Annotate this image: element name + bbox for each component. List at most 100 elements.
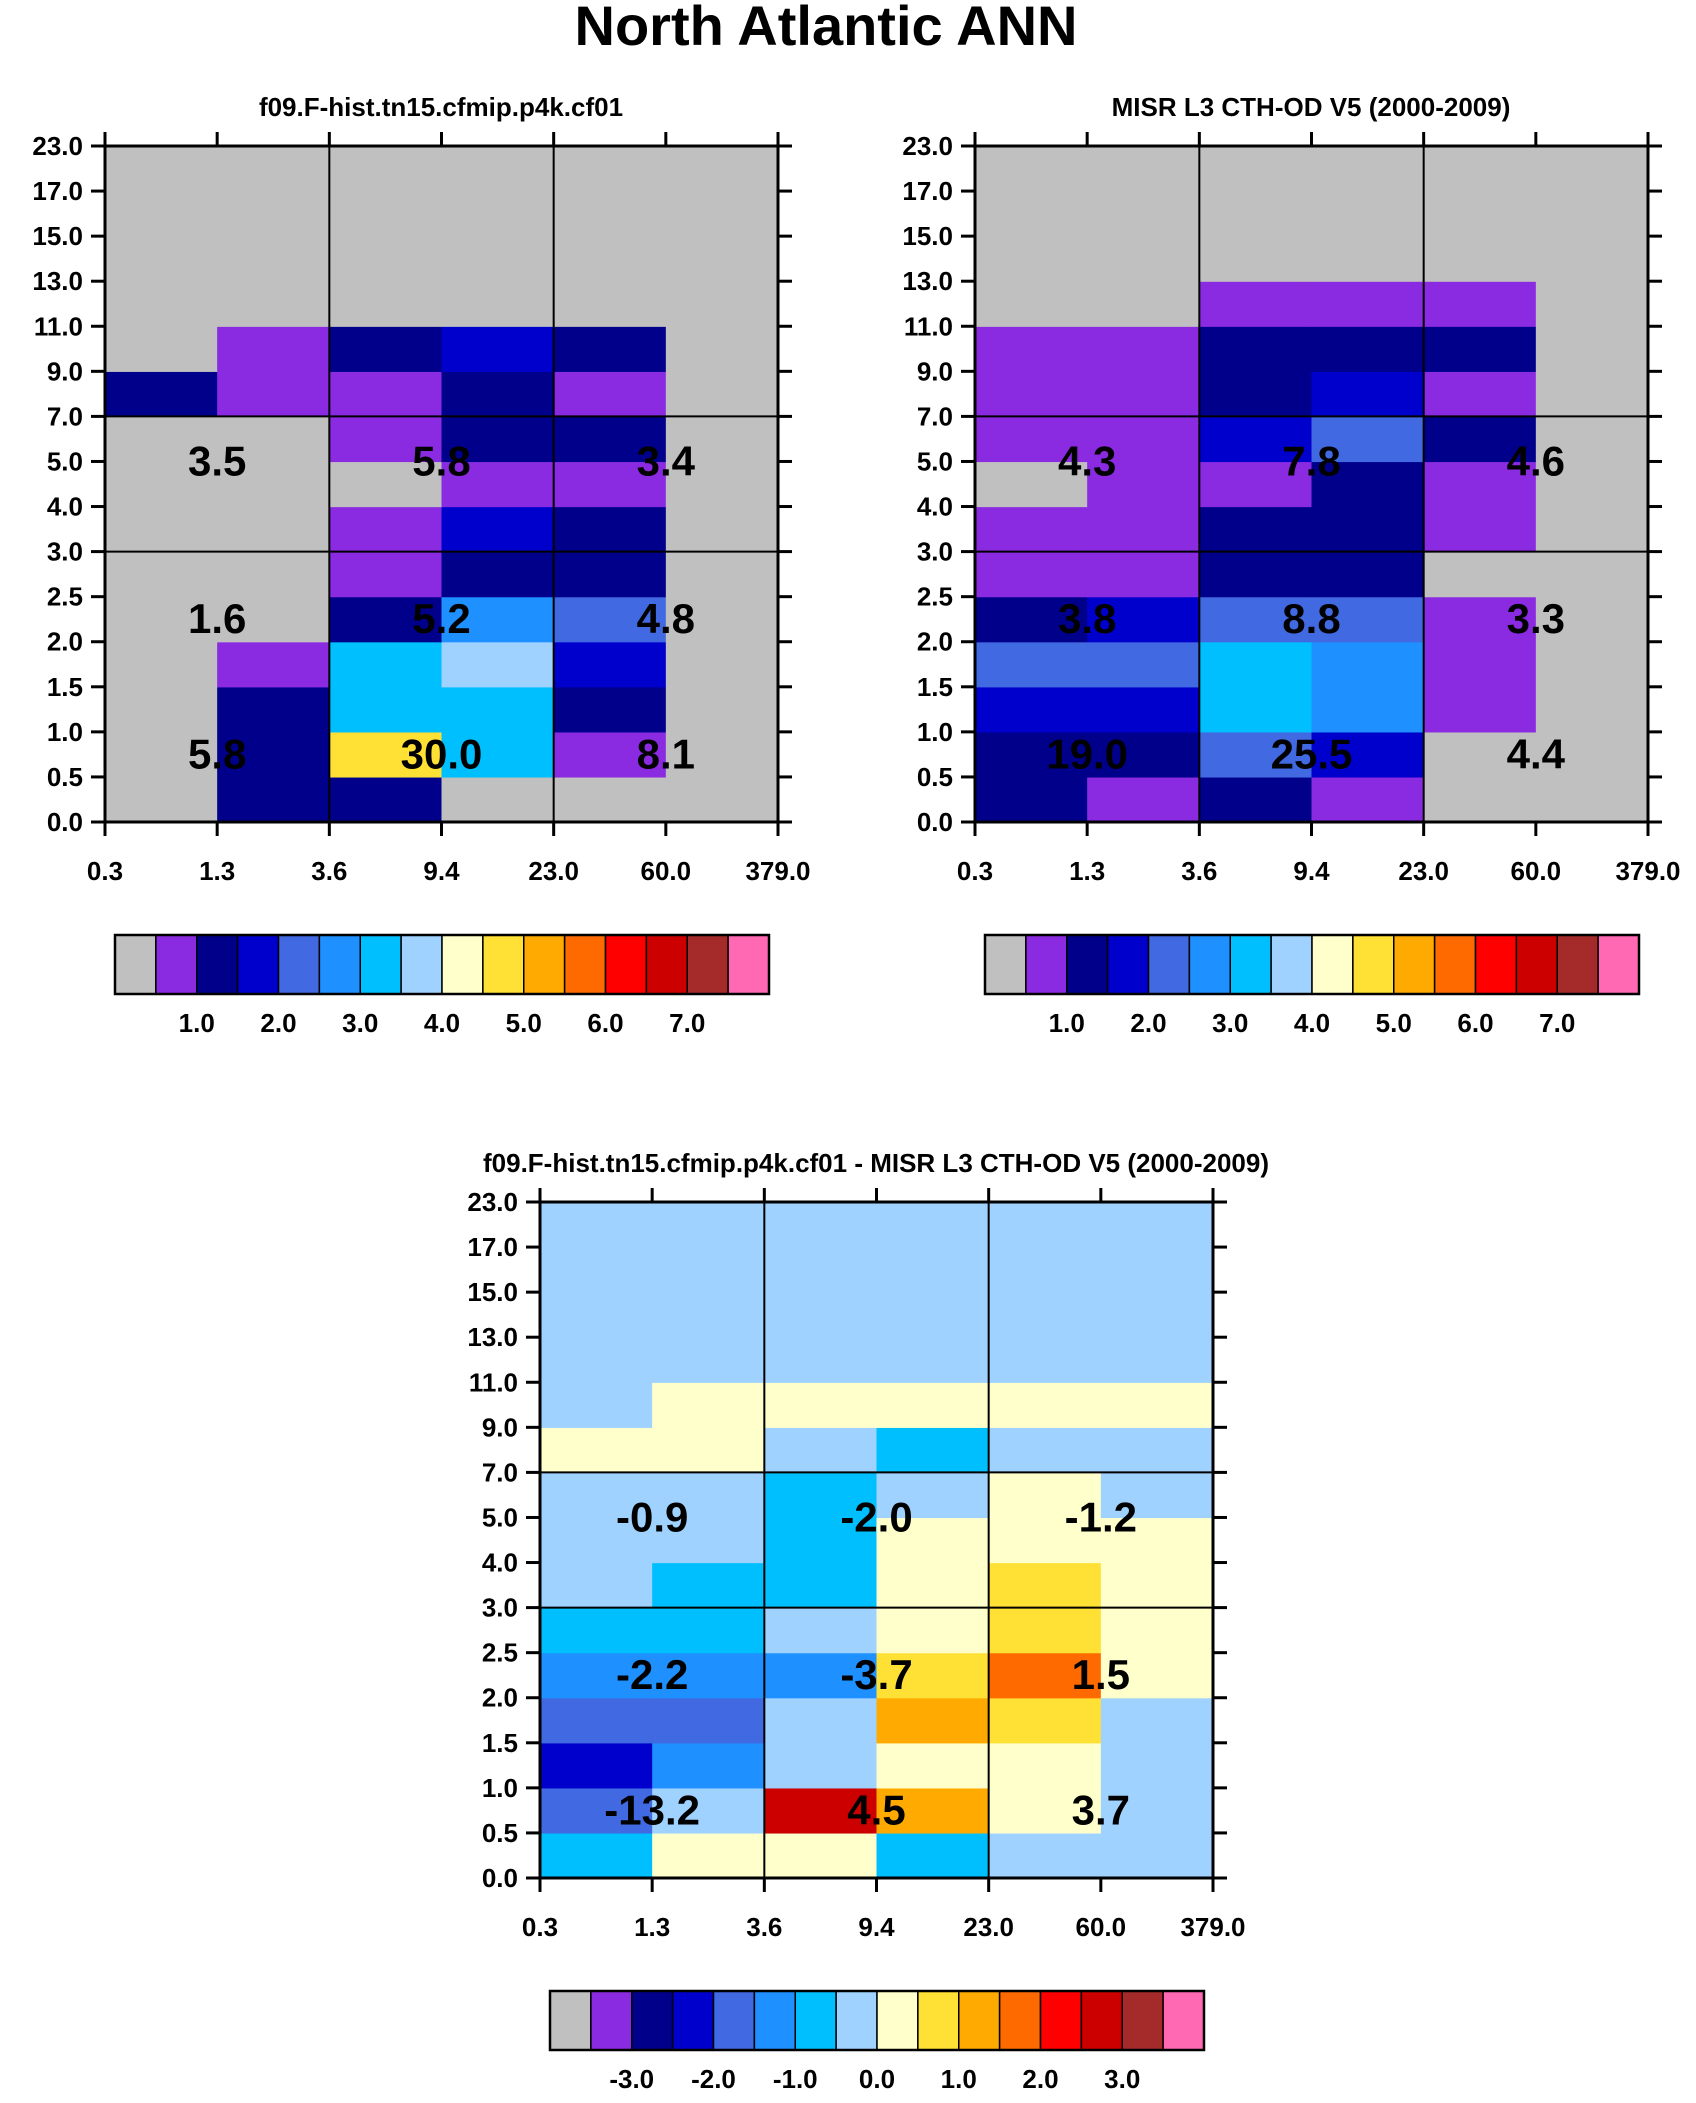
heatmap-cell <box>553 371 667 417</box>
heatmap-cell <box>1535 461 1649 508</box>
colorbar-swatch <box>318 934 361 995</box>
heatmap-cell <box>988 1292 1102 1338</box>
colorbar-swatch <box>1106 934 1150 995</box>
heatmap-cell <box>105 371 218 417</box>
colorbar-label: 3.0 <box>1104 2064 1140 2094</box>
heatmap-cell <box>217 686 330 733</box>
block-value-label: 4.8 <box>637 595 695 642</box>
heatmap-cell <box>975 416 1088 463</box>
heatmap-cell <box>553 326 667 372</box>
y-tick-label: 5.0 <box>917 446 953 476</box>
heatmap-cell <box>1087 281 1200 327</box>
heatmap-cell <box>652 1247 765 1293</box>
heatmap-cell <box>652 1472 765 1519</box>
block-value-label: 3.7 <box>1072 1786 1130 1833</box>
y-tick-label: 3.0 <box>482 1593 518 1623</box>
obs-histogram-panel: MISR L3 CTH-OD V5 (2000-2009) 0.3 1.3 3.6 9… <box>902 92 1680 1038</box>
heatmap-cell <box>1199 776 1313 823</box>
heatmap-cell <box>876 1562 990 1609</box>
heatmap-cell <box>1100 1472 1214 1519</box>
heatmap-cell <box>441 281 555 327</box>
x-tick-label: 9.4 <box>423 856 460 886</box>
heatmap-cell <box>1100 1697 1214 1744</box>
heatmap-cell <box>652 1742 765 1789</box>
colorbar-swatch <box>1147 934 1191 995</box>
heatmap-cell <box>329 236 443 282</box>
heatmap-cell <box>329 551 443 598</box>
heatmap-cell <box>217 371 330 417</box>
heatmap-cell <box>329 146 443 192</box>
block-value-label: 8.1 <box>637 730 695 777</box>
heatmap-cell <box>876 1517 990 1564</box>
heatmap-cell <box>1087 191 1200 237</box>
heatmap-cell <box>553 686 667 733</box>
heatmap-cell <box>1199 416 1313 463</box>
heatmap-cell <box>540 1787 653 1834</box>
heatmap-cell <box>665 236 779 282</box>
heatmap-cell <box>1423 686 1537 733</box>
block-value-label: 3.8 <box>1058 595 1116 642</box>
heatmap-cell <box>988 1742 1102 1789</box>
heatmap-cell <box>1199 551 1313 598</box>
y-tick-label: 0.5 <box>482 1818 518 1848</box>
colorbar-swatch <box>835 1990 878 2051</box>
block-value-label: 4.6 <box>1507 437 1565 484</box>
y-tick-label: 15.0 <box>467 1277 518 1307</box>
colorbar-label: 0.0 <box>859 2064 895 2094</box>
heatmap-cell <box>764 1247 878 1293</box>
heatmap-cell <box>1311 371 1425 417</box>
colorbar-swatch <box>1597 934 1640 995</box>
difference-histogram-panel: f09.F-hist.tn15.cfmip.p4k.cf01 - MISR L3… <box>467 1148 1269 2094</box>
heatmap-cell <box>652 1697 765 1744</box>
y-tick-label: 1.5 <box>47 672 83 702</box>
heatmap-cell <box>876 1292 990 1338</box>
colorbar-swatch <box>958 1990 1001 2051</box>
block-value-label: 8.8 <box>1282 595 1340 642</box>
heatmap-cell <box>329 191 443 237</box>
block-value-label: 4.4 <box>1507 730 1566 777</box>
x-tick-label: 1.3 <box>199 856 235 886</box>
heatmap-cell <box>1311 686 1425 733</box>
heatmap-cell <box>1100 1607 1214 1654</box>
heatmap-cell <box>441 596 555 643</box>
heatmap-cell <box>1087 596 1200 643</box>
heatmap-cell <box>1423 281 1537 327</box>
heatmap-cell <box>1199 686 1313 733</box>
heatmap-cell <box>1087 686 1200 733</box>
colorbar-frame <box>548 1989 1206 2052</box>
y-tick-label: 1.0 <box>917 717 953 747</box>
colorbar-swatch <box>359 934 402 995</box>
heatmap-cell <box>1535 641 1649 688</box>
heatmap-cell <box>329 686 443 733</box>
heatmap-cell <box>876 1652 990 1699</box>
heatmap-cell <box>665 641 779 688</box>
block-value-label: -13.2 <box>604 1786 700 1833</box>
heatmap-cell <box>652 1562 765 1609</box>
heatmap-cell <box>217 506 330 553</box>
heatmap-cell <box>1535 731 1649 778</box>
heatmap-cell <box>329 371 443 417</box>
x-tick-label: 23.0 <box>528 856 579 886</box>
y-tick-label: 7.0 <box>482 1457 518 1487</box>
colorbar-swatch <box>984 934 1027 995</box>
y-tick-label: 0.0 <box>917 807 953 837</box>
heatmap-cell <box>540 1562 653 1609</box>
block-value-label: 5.8 <box>188 730 246 777</box>
heatmap-cell <box>105 551 218 598</box>
colorbar-label: 6.0 <box>1457 1008 1493 1038</box>
heatmap-cell <box>441 776 555 823</box>
heatmap-cell <box>988 1472 1102 1519</box>
heatmap-cell <box>1535 686 1649 733</box>
y-tick-label: 15.0 <box>902 221 953 251</box>
x-tick-label: 3.6 <box>1181 856 1217 886</box>
heatmap-cell <box>1423 776 1537 823</box>
y-tick-label: 13.0 <box>902 266 953 296</box>
colorbar-swatch <box>712 1990 756 2051</box>
heatmap-cell <box>1199 506 1313 553</box>
heatmap-cell <box>1423 191 1537 237</box>
heatmap-cell <box>105 191 218 237</box>
heatmap-cell <box>988 1652 1102 1699</box>
heatmap-cell <box>105 641 218 688</box>
colorbar-swatch <box>604 934 648 995</box>
colorbar-label: 4.0 <box>424 1008 460 1038</box>
